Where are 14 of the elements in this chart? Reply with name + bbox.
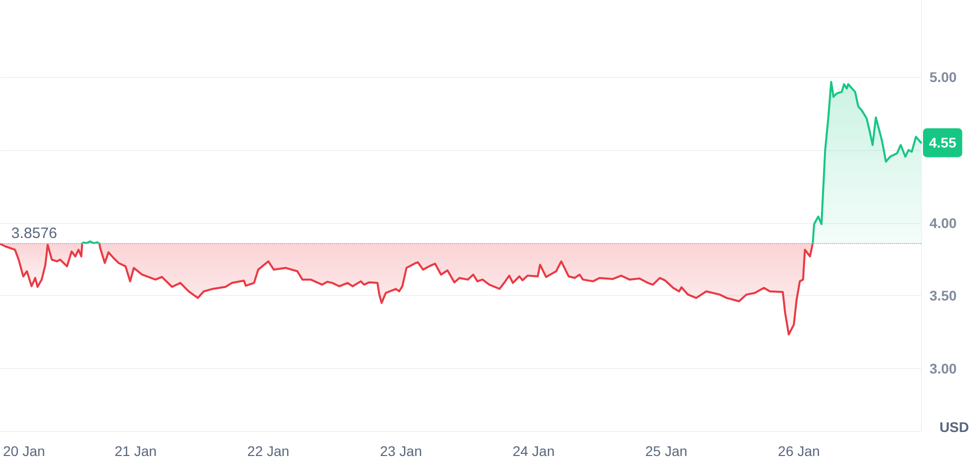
x-tick-label: 20 Jan: [3, 443, 46, 459]
x-tick-label: 24 Jan: [512, 443, 555, 459]
ref-line-label: 3.8576: [11, 225, 58, 242]
x-tick-label: 26 Jan: [778, 443, 820, 459]
y-tick-label: 4.00: [929, 214, 957, 231]
data-label: 4.55: [928, 134, 956, 151]
x-tick-label: 22 Jan: [247, 443, 290, 459]
y-tick-label: 3.00: [929, 360, 957, 376]
x-tick-label: 23 Jan: [380, 443, 422, 459]
y-axis-title: USD: [939, 419, 970, 435]
y-tick-label: 5.00: [929, 69, 957, 86]
x-tick-label: 25 Jan: [645, 443, 688, 459]
x-tick-label: 21 Jan: [114, 443, 157, 459]
y-tick-label: 3.50: [929, 288, 957, 304]
